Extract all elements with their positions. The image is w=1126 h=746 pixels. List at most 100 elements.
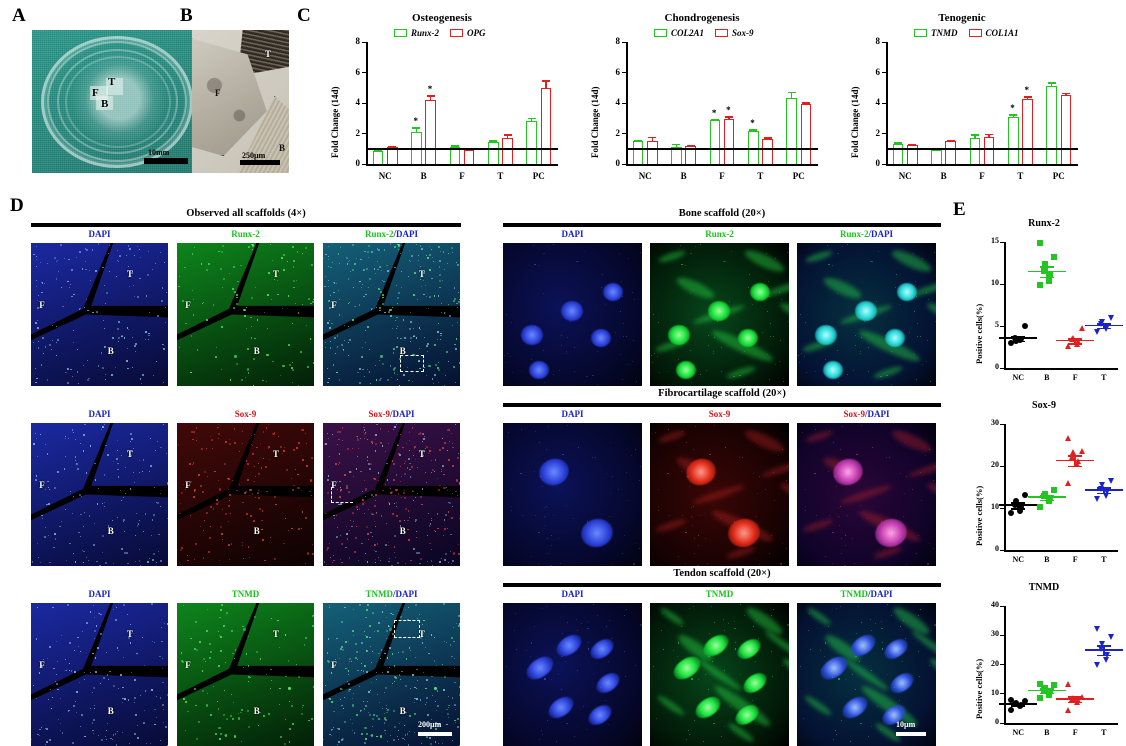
y-tick	[1000, 367, 1004, 369]
y-axis-label: Fold Change (14d)	[850, 86, 860, 158]
scatter-point	[1008, 339, 1015, 346]
baseline-fold-change-1	[626, 147, 818, 150]
micrograph-right-row1-merge	[797, 243, 936, 386]
x-tick-label-t: T	[757, 171, 764, 181]
micrograph-caption-right-r2c0: DAPI	[561, 589, 584, 599]
scatter-point	[1013, 699, 1020, 706]
errorbar-cap	[541, 80, 550, 82]
y-tick-label: 8	[615, 36, 621, 46]
scatter-point	[1045, 277, 1052, 284]
scatter-point	[1079, 693, 1086, 700]
scatter-point	[1074, 461, 1081, 468]
errorbar-cap	[749, 129, 758, 131]
scatter-point	[1065, 343, 1072, 350]
sem-cap-bottom	[1039, 692, 1054, 695]
errorbar	[675, 143, 678, 148]
errorbar	[1050, 82, 1053, 86]
chart-title: Osteogenesis	[412, 12, 472, 24]
scatter-point	[1050, 254, 1057, 261]
legend-item-col1a1: COL1A1	[968, 28, 1019, 38]
bar-tnmd-nc	[892, 143, 904, 164]
x-tick-label-f: F	[1072, 555, 1078, 564]
scaffold-label-f: F	[39, 480, 45, 491]
panel-a-label-f: F	[92, 87, 99, 99]
errorbar-cap	[634, 139, 643, 142]
scatter-point	[1050, 681, 1057, 688]
y-tick	[1000, 241, 1004, 243]
scaffold-label-t: T	[272, 628, 279, 639]
x-tick-label-b: B	[940, 171, 947, 181]
sem-bar	[1017, 335, 1020, 341]
y-tick	[882, 133, 886, 134]
scatter-point	[1107, 634, 1114, 640]
y-tick	[1000, 693, 1004, 695]
bar-sox-9-b	[685, 146, 697, 164]
significance-marker: *	[1010, 103, 1015, 114]
scaffold-label-b: B	[107, 705, 114, 716]
scaffold-label-t: T	[418, 448, 425, 459]
y-tick	[622, 102, 626, 104]
caption-channel-dapi: /DAPI	[865, 409, 890, 419]
chart-title: Chondrogenesis	[664, 12, 740, 24]
sem-cap-bottom	[1096, 327, 1111, 330]
errorbar	[429, 95, 432, 100]
scatter-point	[1079, 324, 1086, 331]
caption-channel-stain: Sox-9	[843, 409, 865, 419]
errorbar-cap	[1009, 114, 1018, 116]
scatter-point	[1008, 706, 1015, 713]
y-axis-label: Positive cells(%)	[974, 303, 984, 364]
errorbar	[974, 134, 976, 139]
scatter-point	[1046, 688, 1053, 695]
sem-cap-top	[1068, 455, 1083, 457]
bar-col2a1-f	[709, 120, 721, 164]
errorbar-cap	[908, 144, 917, 146]
group-rule-left	[31, 223, 461, 227]
panel-b-label-t: T	[265, 49, 272, 59]
scaffold-chip-b	[96, 96, 113, 110]
group-title-tendon-scaffold: Tendon scaffold (20×)	[673, 568, 771, 579]
legend-label: COL2A1	[671, 28, 705, 38]
scaffold-label-t: T	[272, 268, 279, 279]
x-axis	[626, 164, 818, 166]
x-tick-label-t: T	[497, 171, 504, 181]
micrograph-left-row1-stain: T F B	[177, 243, 314, 386]
scatter-point	[1093, 625, 1100, 632]
y-axis	[1004, 606, 1006, 723]
panel-letter-b: B	[180, 5, 193, 26]
scatter-point	[1065, 435, 1072, 442]
y-tick	[1000, 283, 1004, 285]
bar-col1a1-nc	[906, 145, 918, 164]
x-tick-label-f: F	[719, 171, 725, 181]
scatter-point	[1093, 661, 1100, 668]
bar-runx-2-pc	[526, 120, 538, 164]
y-tick	[362, 102, 366, 104]
panel-b-scalebar	[240, 160, 280, 165]
scatter-point	[1046, 270, 1053, 277]
sem-cap-bottom	[1096, 654, 1111, 657]
legend-item-sox-9: Sox-9	[715, 28, 754, 38]
micrograph-caption-right-r2c1: TNMD	[705, 589, 734, 599]
legend-label: Runx-2	[411, 28, 440, 38]
baseline-fold-change-1	[366, 147, 558, 150]
micrograph-scalebar	[418, 732, 452, 736]
x-tick-label-b: B	[1044, 373, 1050, 382]
scatter-point	[1075, 697, 1082, 704]
scatter-point	[1107, 314, 1114, 321]
sem-bar	[1045, 266, 1048, 277]
legend-swatch	[968, 29, 982, 37]
scatter-point	[1050, 487, 1057, 494]
errorbar-cap	[1047, 82, 1056, 84]
scatter-point	[1107, 478, 1114, 485]
scaffold-label-b: B	[399, 345, 406, 356]
scaffold-label-f: F	[185, 480, 191, 491]
scatter-point	[1022, 491, 1029, 498]
bar-runx-2-f	[449, 147, 461, 164]
sem-cap-top	[1011, 702, 1026, 705]
y-tick	[1000, 325, 1004, 327]
micrograph-right-row3-dapi	[503, 603, 642, 746]
x-tick-label-b: B	[1044, 555, 1050, 564]
group-rule-bone	[503, 223, 941, 227]
sem-cap-bottom	[1039, 499, 1054, 502]
scatter-point	[1098, 318, 1105, 325]
micrograph-caption-left-r2c1: TNMD	[231, 589, 260, 599]
